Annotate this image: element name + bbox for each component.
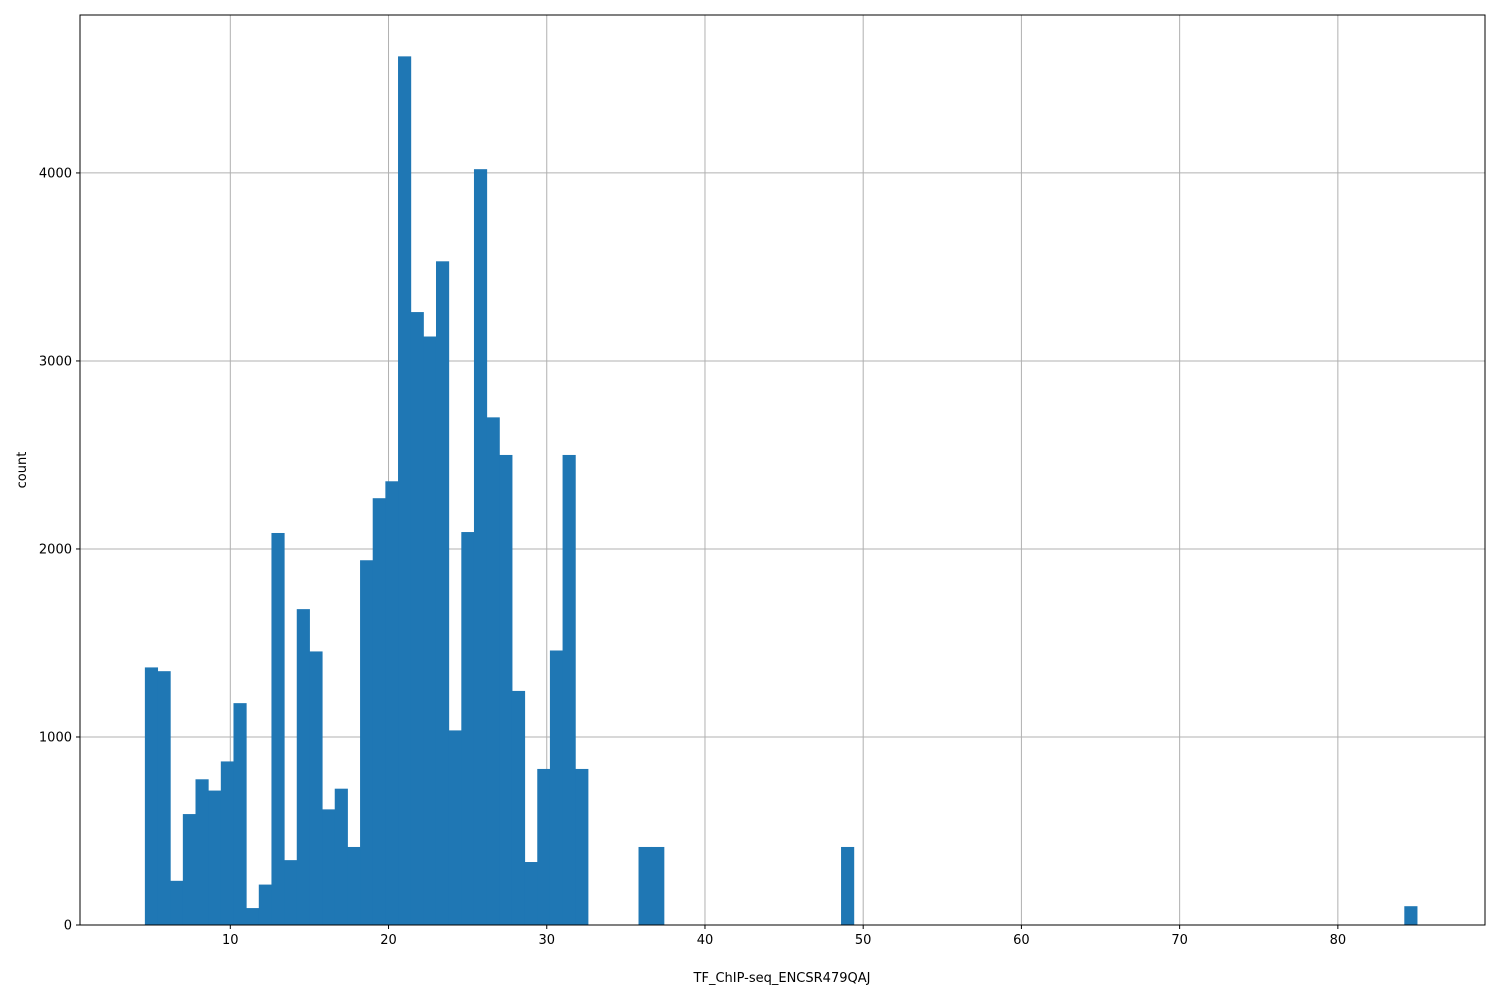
y-tick-label: 2000: [39, 542, 72, 557]
histogram-bar: [486, 417, 500, 925]
histogram-bar: [334, 788, 348, 925]
histogram-bar: [347, 846, 361, 925]
histogram-bar: [170, 880, 184, 925]
histogram-bar: [841, 846, 855, 925]
histogram-bar: [511, 690, 526, 925]
x-axis-ticks: 10 20 30 40 50 60 70 80: [222, 925, 1346, 948]
x-tick-label: 20: [380, 933, 397, 948]
y-tick-label: 1000: [39, 730, 72, 745]
histogram-bar: [448, 730, 462, 925]
histogram-bar: [233, 703, 247, 925]
histogram-bar: [461, 532, 475, 925]
histogram-bar: [410, 312, 424, 925]
histogram-bar: [144, 667, 159, 925]
histogram-bar: [549, 650, 564, 925]
histogram-bar: [575, 768, 589, 925]
histogram-bar: [360, 560, 374, 925]
histogram-bar: [423, 336, 437, 925]
x-axis-label: TF_ChIP-seq_ENCSR479QAJ: [693, 971, 871, 986]
x-tick-label: 30: [538, 933, 555, 948]
plot-frame: [79, 14, 1486, 926]
histogram-bar: [398, 56, 412, 925]
y-axis-ticks: 0 1000 2000 3000 4000: [39, 166, 80, 934]
histogram-bar: [220, 761, 234, 925]
histogram-bar: [271, 532, 285, 925]
histogram-bar: [499, 454, 513, 925]
x-tick-label: 80: [1330, 933, 1347, 948]
histogram-bars: [144, 56, 1418, 926]
histogram-bar: [562, 454, 576, 925]
grid-lines: [80, 15, 1485, 926]
x-tick-label: 10: [222, 933, 239, 948]
histogram-bar: [284, 860, 298, 925]
x-tick-label: 60: [1013, 933, 1030, 948]
histogram-bar: [524, 862, 538, 925]
y-tick-label: 3000: [39, 354, 72, 369]
histogram-bar: [195, 779, 209, 925]
y-tick-label: 0: [64, 919, 72, 934]
histogram-bar: [322, 809, 336, 925]
histogram-bar: [385, 481, 399, 925]
histogram-bar: [473, 169, 488, 925]
histogram-bar: [296, 609, 310, 925]
y-axis-label: count: [15, 452, 30, 489]
histogram-bar: [157, 671, 171, 925]
x-tick-label: 70: [1171, 933, 1188, 948]
histogram-bar: [309, 651, 323, 925]
y-tick-label: 4000: [39, 166, 72, 181]
histogram-bar: [372, 498, 386, 925]
histogram-bar: [208, 790, 222, 925]
histogram-bar: [638, 846, 652, 925]
histogram-bar: [182, 814, 197, 925]
histogram-bar: [246, 908, 260, 925]
histogram-bar: [258, 884, 272, 925]
histogram-bar: [435, 261, 450, 926]
histogram-bar: [651, 846, 665, 925]
histogram-bar: [1404, 906, 1418, 925]
x-tick-label: 50: [855, 933, 872, 948]
histogram-bar: [537, 768, 551, 925]
x-tick-label: 40: [697, 933, 714, 948]
